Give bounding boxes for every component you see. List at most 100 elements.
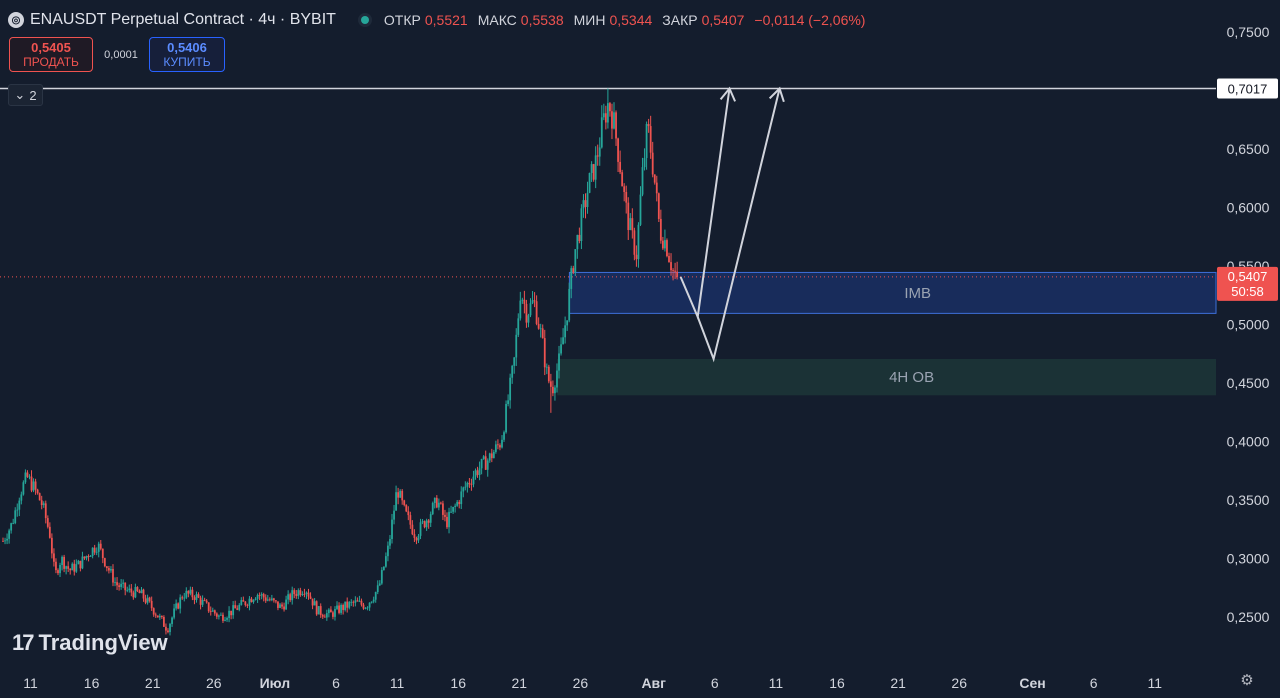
candle-body bbox=[362, 604, 365, 609]
candle-body bbox=[79, 560, 82, 569]
candle-body bbox=[435, 497, 438, 508]
candle-body bbox=[295, 594, 298, 596]
candle-body bbox=[38, 493, 41, 501]
candle-body bbox=[299, 590, 302, 595]
candle-body bbox=[354, 600, 357, 603]
candle-body bbox=[201, 599, 204, 605]
layers-toggle[interactable]: ⌄ 2 bbox=[8, 84, 43, 106]
sell-button[interactable]: 0,5405 ПРОДАТЬ bbox=[9, 37, 93, 72]
candle-body bbox=[152, 608, 155, 615]
candle-body bbox=[578, 234, 581, 242]
low-value: 0,5344 bbox=[609, 12, 653, 28]
candle-body bbox=[185, 590, 188, 598]
candle-body bbox=[93, 547, 96, 553]
candle-body bbox=[91, 547, 94, 556]
candle-body bbox=[285, 599, 288, 610]
candle-body bbox=[517, 318, 520, 335]
candle-body bbox=[301, 593, 304, 595]
candle-body bbox=[232, 605, 235, 616]
candle-body bbox=[197, 594, 200, 598]
candle-body bbox=[213, 610, 216, 614]
x-tick-label: 16 bbox=[84, 675, 100, 691]
candle-body bbox=[423, 521, 426, 528]
candle-body bbox=[99, 543, 102, 549]
candle-body bbox=[564, 325, 567, 338]
candle-body bbox=[330, 609, 332, 613]
x-tick-label: 21 bbox=[512, 675, 528, 691]
candle-body bbox=[368, 602, 371, 608]
candle-body bbox=[215, 613, 218, 617]
symbol-icon: ◎ bbox=[8, 12, 24, 28]
candle-body bbox=[69, 568, 72, 571]
trade-panel: 0,5405 ПРОДАТЬ 0,0001 0,5406 КУПИТЬ bbox=[9, 37, 225, 72]
candle-body bbox=[305, 592, 308, 594]
candle-body bbox=[580, 208, 583, 242]
candle-body bbox=[629, 218, 632, 230]
candle-body bbox=[676, 271, 679, 277]
candle-body bbox=[606, 103, 609, 123]
buy-label: КУПИТЬ bbox=[163, 54, 211, 69]
candle-body bbox=[472, 476, 475, 485]
candle-body bbox=[112, 568, 114, 583]
candle-body bbox=[545, 366, 548, 368]
candle-body bbox=[637, 224, 640, 260]
candle-body bbox=[140, 589, 143, 594]
candle-body bbox=[670, 262, 672, 271]
candle-body bbox=[413, 534, 416, 538]
candle-body bbox=[242, 600, 245, 602]
candle-body bbox=[283, 606, 285, 610]
high-label: МАКС bbox=[477, 12, 517, 28]
candle-body bbox=[8, 530, 11, 539]
candle-body bbox=[34, 481, 37, 490]
candle-body bbox=[264, 597, 267, 601]
spread-value: 0,0001 bbox=[104, 48, 138, 61]
candle-body bbox=[649, 126, 652, 153]
candle-body bbox=[651, 152, 654, 175]
candle-body bbox=[633, 230, 636, 255]
candle-body bbox=[260, 594, 263, 596]
candle-body bbox=[602, 113, 605, 118]
candle-body bbox=[126, 590, 129, 591]
candle-body bbox=[105, 566, 108, 569]
candle-body bbox=[627, 202, 630, 230]
candle-body bbox=[134, 587, 137, 598]
symbol-title[interactable]: ENAUSDT Perpetual Contract · 4ч · BYBIT bbox=[30, 11, 336, 28]
market-status-icon[interactable] bbox=[357, 13, 372, 27]
candle-body bbox=[16, 509, 19, 511]
candle-body bbox=[572, 268, 575, 273]
candle-body bbox=[464, 486, 467, 488]
candle-body bbox=[4, 540, 6, 542]
candle-body bbox=[415, 537, 418, 541]
open-label: ОТКР bbox=[383, 12, 421, 28]
candle-body bbox=[26, 472, 29, 477]
candle-body bbox=[193, 597, 196, 600]
candle-body bbox=[621, 172, 624, 187]
x-tick-label: 6 bbox=[711, 675, 719, 691]
candle-body bbox=[448, 511, 450, 528]
candle-body bbox=[226, 617, 228, 620]
zone-label: IMB bbox=[904, 285, 931, 302]
x-tick-label: 26 bbox=[573, 675, 589, 691]
chevron-down-icon: ⌄ bbox=[14, 87, 26, 102]
projection-arrowhead bbox=[719, 86, 737, 102]
candle-body bbox=[543, 338, 546, 368]
candle-body bbox=[350, 601, 353, 603]
x-tick-label: 11 bbox=[390, 675, 405, 691]
y-tick-label: 0,2500 bbox=[1227, 609, 1270, 625]
buy-button[interactable]: 0,5406 КУПИТЬ bbox=[149, 37, 225, 72]
current-price-label: 0,5407 bbox=[1228, 269, 1268, 284]
projection-arrowhead bbox=[768, 86, 785, 103]
candle-body bbox=[270, 598, 273, 601]
candle-body bbox=[246, 604, 249, 606]
candle-body bbox=[85, 555, 88, 559]
candle-body bbox=[315, 601, 318, 615]
settings-gear-icon[interactable]: ⚙ bbox=[1240, 672, 1254, 689]
y-tick-label: 0,3500 bbox=[1227, 492, 1270, 508]
candle-body bbox=[619, 161, 622, 173]
candle-body bbox=[14, 510, 17, 524]
candle-body bbox=[533, 300, 536, 302]
candle-body bbox=[132, 592, 135, 598]
candle-body bbox=[421, 521, 424, 523]
x-tick-label: 6 bbox=[332, 675, 340, 691]
